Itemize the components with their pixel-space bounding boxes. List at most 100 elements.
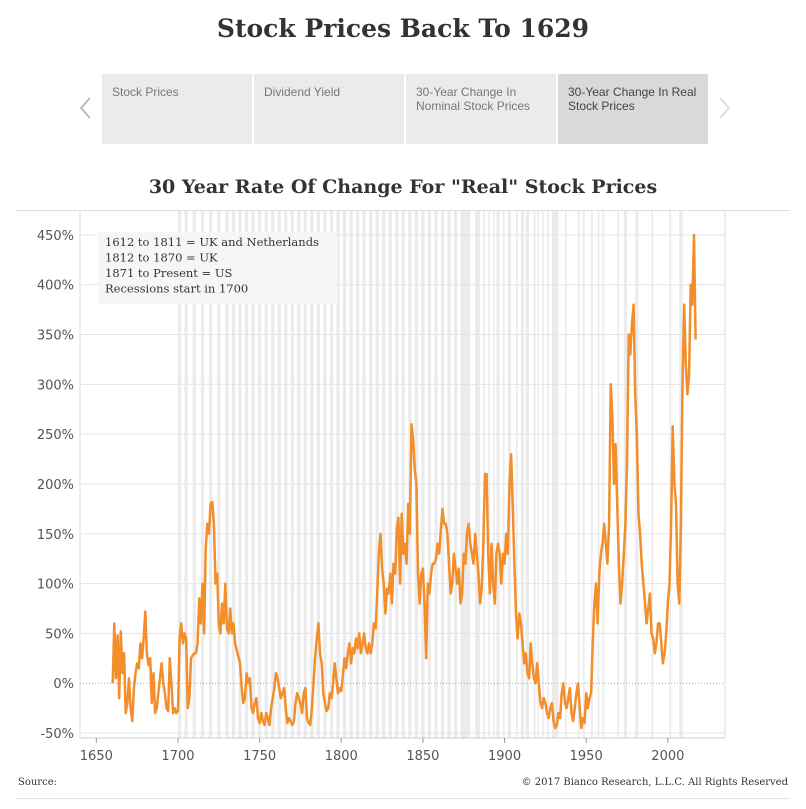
recession-band <box>323 210 327 738</box>
recession-band <box>493 210 495 738</box>
annotation-line: 1812 to 1870 = UK <box>105 251 218 265</box>
recession-band <box>388 210 392 738</box>
chart: -50% 0% 50% 100% 150% 200% 250% 300% 350% 400% 450… <box>16 210 790 770</box>
recession-band <box>623 210 628 738</box>
recession-band <box>362 210 366 738</box>
chart-title: 30 Year Rate Of Change For "Real" Stock … <box>148 176 658 198</box>
recession-band <box>297 210 301 738</box>
y-tick-label: 50% <box>45 627 74 642</box>
prev-arrow-icon[interactable] <box>78 96 92 120</box>
recession-band <box>453 210 458 738</box>
y-tick-label: 350% <box>37 329 74 344</box>
x-tick-label: 1650 <box>80 749 113 764</box>
tab-label: Stock Prices <box>112 85 179 99</box>
recession-band <box>520 210 525 738</box>
recession-band <box>475 210 481 738</box>
tab-real-change[interactable]: 30-Year Change In Real Stock Prices <box>558 74 708 144</box>
next-arrow-icon[interactable] <box>718 96 732 120</box>
x-tick-label: 1900 <box>488 749 521 764</box>
recession-band <box>290 210 294 738</box>
y-tick-label: -50% <box>40 727 74 742</box>
recession-band <box>369 210 373 738</box>
footer-copyright: © 2017 Bianco Research, L.L.C. All Right… <box>521 777 788 788</box>
tab-stock-prices[interactable]: Stock Prices <box>102 74 252 144</box>
footer-source: Source: <box>18 777 57 788</box>
recession-band <box>434 210 438 738</box>
annotation-line: Recessions start in 1700 <box>105 282 248 296</box>
y-tick-label: 200% <box>37 478 74 493</box>
y-tick-label: 250% <box>37 428 74 443</box>
recession-band <box>669 210 672 738</box>
recession-band <box>238 210 242 738</box>
recession-band <box>225 210 229 738</box>
recession-band <box>564 210 567 738</box>
recession-band <box>355 210 360 738</box>
y-tick-label: 400% <box>37 279 74 294</box>
recession-band <box>502 210 505 738</box>
recession-band <box>316 210 321 738</box>
recession-band <box>460 210 471 738</box>
tab-label: Dividend Yield <box>264 85 341 99</box>
recession-band <box>488 210 490 738</box>
recession-band <box>421 210 425 738</box>
recession-band <box>375 210 379 738</box>
tab-label: 30-Year Change In Nominal Stock Prices <box>416 85 531 113</box>
recession-band <box>209 210 213 738</box>
x-tick-label: 1950 <box>570 749 603 764</box>
recession-band <box>515 210 518 738</box>
recession-band <box>401 210 405 738</box>
tab-dividend-yield[interactable]: Dividend Yield <box>254 74 404 144</box>
recession-band <box>578 210 580 738</box>
y-tick-label: 300% <box>37 378 74 393</box>
recession-band <box>349 210 353 738</box>
footer-divider <box>16 798 790 799</box>
page-title: Stock Prices Back To 1629 <box>216 14 590 43</box>
annotation-line: 1612 to 1811 = UK and Netherlands <box>105 235 319 249</box>
annotation-line: 1871 to Present = US <box>105 266 233 280</box>
recession-band <box>602 210 605 738</box>
recession-band <box>395 210 399 738</box>
recession-band <box>257 210 262 738</box>
recession-band <box>496 210 500 738</box>
recession-band <box>271 210 275 738</box>
series-line-0 <box>111 233 697 730</box>
recession-band <box>533 210 536 738</box>
recession-band <box>251 210 255 738</box>
recession-band <box>635 210 637 738</box>
recession-band <box>537 210 539 738</box>
recession-band <box>447 210 451 738</box>
recession-band <box>310 210 314 738</box>
recession-band <box>231 210 236 738</box>
recession-band <box>200 210 205 738</box>
recession-band <box>525 210 530 738</box>
recession-band <box>440 210 445 738</box>
tab-nominal-change[interactable]: 30-Year Change In Nominal Stock Prices <box>406 74 556 144</box>
recession-band <box>651 210 654 738</box>
recession-band <box>542 210 544 738</box>
chart-svg: -50% 0% 50% 100% 150% 200% 250% 300% 350% 400% 450… <box>16 210 790 764</box>
recession-band <box>184 210 188 738</box>
recession-band <box>192 210 196 738</box>
recession-band <box>597 210 600 738</box>
recession-band <box>547 210 549 738</box>
tab-label: 30-Year Change In Real Stock Prices <box>568 85 697 113</box>
y-tick-label: 0% <box>53 677 74 692</box>
recession-band <box>217 210 221 738</box>
recession-band <box>329 210 334 738</box>
y-tick-label: 150% <box>37 528 74 543</box>
recession-band <box>264 210 268 738</box>
recession-band <box>617 210 619 738</box>
recession-band <box>427 210 432 738</box>
recession-band <box>382 210 386 738</box>
recession-band <box>342 210 347 738</box>
y-tick-label: 100% <box>37 578 74 593</box>
x-tick-label: 1800 <box>325 749 358 764</box>
recession-band <box>177 210 182 738</box>
recession-band <box>336 210 340 738</box>
recession-band <box>303 210 307 738</box>
y-tick-label: 450% <box>37 229 74 244</box>
tab-bar: Stock Prices Dividend Yield 30-Year Chan… <box>102 74 710 144</box>
recession-band <box>277 210 281 738</box>
x-tick-label: 1700 <box>161 749 194 764</box>
recession-band <box>244 210 249 738</box>
